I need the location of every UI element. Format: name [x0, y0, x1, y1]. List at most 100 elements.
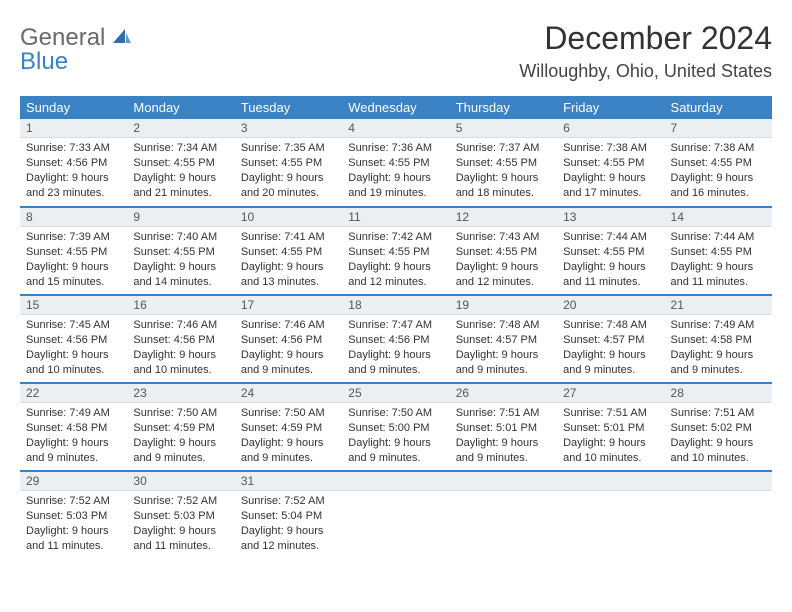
day-number: 16	[127, 296, 234, 315]
calendar-day-cell: 8Sunrise: 7:39 AMSunset: 4:55 PMDaylight…	[20, 207, 127, 295]
sunset-line: Sunset: 4:55 PM	[456, 245, 551, 260]
calendar-day-cell	[450, 471, 557, 559]
daylight-line: Daylight: 9 hours and 9 minutes.	[348, 348, 443, 378]
sunrise-line: Sunrise: 7:39 AM	[26, 230, 121, 245]
calendar-day-cell: 27Sunrise: 7:51 AMSunset: 5:01 PMDayligh…	[557, 383, 664, 471]
calendar-day-cell: 7Sunrise: 7:38 AMSunset: 4:55 PMDaylight…	[665, 119, 772, 207]
sunset-line: Sunset: 4:56 PM	[241, 333, 336, 348]
header: General Blue December 2024 Willoughby, O…	[20, 20, 772, 82]
daylight-line: Daylight: 9 hours and 21 minutes.	[133, 171, 228, 201]
sunset-line: Sunset: 4:55 PM	[348, 245, 443, 260]
calendar-week-row: 8Sunrise: 7:39 AMSunset: 4:55 PMDaylight…	[20, 207, 772, 295]
sunset-line: Sunset: 4:59 PM	[241, 421, 336, 436]
day-info: Sunrise: 7:38 AMSunset: 4:55 PMDaylight:…	[665, 138, 772, 204]
calendar-day-cell: 3Sunrise: 7:35 AMSunset: 4:55 PMDaylight…	[235, 119, 342, 207]
calendar-day-cell: 6Sunrise: 7:38 AMSunset: 4:55 PMDaylight…	[557, 119, 664, 207]
sunrise-line: Sunrise: 7:41 AM	[241, 230, 336, 245]
sunset-line: Sunset: 4:55 PM	[671, 245, 766, 260]
day-number: 28	[665, 384, 772, 403]
logo-text-general: General	[20, 24, 105, 51]
day-info: Sunrise: 7:48 AMSunset: 4:57 PMDaylight:…	[450, 315, 557, 381]
page-title: December 2024	[519, 20, 772, 57]
daylight-line: Daylight: 9 hours and 17 minutes.	[563, 171, 658, 201]
calendar-day-cell: 19Sunrise: 7:48 AMSunset: 4:57 PMDayligh…	[450, 295, 557, 383]
day-number: 7	[665, 119, 772, 138]
calendar-day-cell: 26Sunrise: 7:51 AMSunset: 5:01 PMDayligh…	[450, 383, 557, 471]
day-number: 19	[450, 296, 557, 315]
day-info: Sunrise: 7:39 AMSunset: 4:55 PMDaylight:…	[20, 227, 127, 293]
daylight-line: Daylight: 9 hours and 12 minutes.	[456, 260, 551, 290]
day-info: Sunrise: 7:52 AMSunset: 5:04 PMDaylight:…	[235, 491, 342, 557]
day-info: Sunrise: 7:52 AMSunset: 5:03 PMDaylight:…	[127, 491, 234, 557]
calendar-day-cell: 4Sunrise: 7:36 AMSunset: 4:55 PMDaylight…	[342, 119, 449, 207]
sunset-line: Sunset: 4:55 PM	[133, 156, 228, 171]
daylight-line: Daylight: 9 hours and 14 minutes.	[133, 260, 228, 290]
day-number: 21	[665, 296, 772, 315]
sunset-line: Sunset: 4:55 PM	[456, 156, 551, 171]
sunset-line: Sunset: 4:55 PM	[563, 156, 658, 171]
sunrise-line: Sunrise: 7:38 AM	[671, 141, 766, 156]
sunset-line: Sunset: 4:55 PM	[671, 156, 766, 171]
daylight-line: Daylight: 9 hours and 12 minutes.	[348, 260, 443, 290]
calendar-day-cell: 24Sunrise: 7:50 AMSunset: 4:59 PMDayligh…	[235, 383, 342, 471]
sunset-line: Sunset: 5:04 PM	[241, 509, 336, 524]
day-number	[665, 472, 772, 491]
day-number	[557, 472, 664, 491]
daylight-line: Daylight: 9 hours and 11 minutes.	[563, 260, 658, 290]
calendar-day-cell: 9Sunrise: 7:40 AMSunset: 4:55 PMDaylight…	[127, 207, 234, 295]
day-number: 30	[127, 472, 234, 491]
calendar-day-cell: 13Sunrise: 7:44 AMSunset: 4:55 PMDayligh…	[557, 207, 664, 295]
sunrise-line: Sunrise: 7:52 AM	[133, 494, 228, 509]
weekday-thursday: Thursday	[450, 96, 557, 119]
day-number: 22	[20, 384, 127, 403]
calendar-week-row: 1Sunrise: 7:33 AMSunset: 4:56 PMDaylight…	[20, 119, 772, 207]
day-number: 1	[20, 119, 127, 138]
calendar-day-cell: 14Sunrise: 7:44 AMSunset: 4:55 PMDayligh…	[665, 207, 772, 295]
sunset-line: Sunset: 5:02 PM	[671, 421, 766, 436]
logo-text-blue: Blue	[20, 48, 68, 75]
calendar-week-row: 22Sunrise: 7:49 AMSunset: 4:58 PMDayligh…	[20, 383, 772, 471]
day-info: Sunrise: 7:42 AMSunset: 4:55 PMDaylight:…	[342, 227, 449, 293]
sunset-line: Sunset: 4:55 PM	[563, 245, 658, 260]
sunrise-line: Sunrise: 7:38 AM	[563, 141, 658, 156]
day-info: Sunrise: 7:47 AMSunset: 4:56 PMDaylight:…	[342, 315, 449, 381]
daylight-line: Daylight: 9 hours and 15 minutes.	[26, 260, 121, 290]
day-number: 5	[450, 119, 557, 138]
calendar-day-cell: 15Sunrise: 7:45 AMSunset: 4:56 PMDayligh…	[20, 295, 127, 383]
weekday-sunday: Sunday	[20, 96, 127, 119]
day-info: Sunrise: 7:38 AMSunset: 4:55 PMDaylight:…	[557, 138, 664, 204]
day-number	[342, 472, 449, 491]
day-number: 3	[235, 119, 342, 138]
sunset-line: Sunset: 4:56 PM	[26, 333, 121, 348]
sunrise-line: Sunrise: 7:50 AM	[241, 406, 336, 421]
calendar-day-cell: 11Sunrise: 7:42 AMSunset: 4:55 PMDayligh…	[342, 207, 449, 295]
calendar-table: Sunday Monday Tuesday Wednesday Thursday…	[20, 96, 772, 559]
sunrise-line: Sunrise: 7:52 AM	[26, 494, 121, 509]
sunrise-line: Sunrise: 7:50 AM	[133, 406, 228, 421]
calendar-day-cell: 20Sunrise: 7:48 AMSunset: 4:57 PMDayligh…	[557, 295, 664, 383]
daylight-line: Daylight: 9 hours and 9 minutes.	[241, 348, 336, 378]
sunrise-line: Sunrise: 7:36 AM	[348, 141, 443, 156]
day-number: 4	[342, 119, 449, 138]
day-info: Sunrise: 7:40 AMSunset: 4:55 PMDaylight:…	[127, 227, 234, 293]
calendar-week-row: 29Sunrise: 7:52 AMSunset: 5:03 PMDayligh…	[20, 471, 772, 559]
sunrise-line: Sunrise: 7:51 AM	[456, 406, 551, 421]
sunrise-line: Sunrise: 7:42 AM	[348, 230, 443, 245]
daylight-line: Daylight: 9 hours and 10 minutes.	[563, 436, 658, 466]
weekday-monday: Monday	[127, 96, 234, 119]
day-number: 31	[235, 472, 342, 491]
day-info: Sunrise: 7:52 AMSunset: 5:03 PMDaylight:…	[20, 491, 127, 557]
calendar-day-cell: 29Sunrise: 7:52 AMSunset: 5:03 PMDayligh…	[20, 471, 127, 559]
sunset-line: Sunset: 4:55 PM	[348, 156, 443, 171]
day-number	[450, 472, 557, 491]
sunrise-line: Sunrise: 7:48 AM	[456, 318, 551, 333]
daylight-line: Daylight: 9 hours and 9 minutes.	[133, 436, 228, 466]
daylight-line: Daylight: 9 hours and 23 minutes.	[26, 171, 121, 201]
sunrise-line: Sunrise: 7:51 AM	[671, 406, 766, 421]
daylight-line: Daylight: 9 hours and 16 minutes.	[671, 171, 766, 201]
calendar-day-cell: 18Sunrise: 7:47 AMSunset: 4:56 PMDayligh…	[342, 295, 449, 383]
day-info: Sunrise: 7:48 AMSunset: 4:57 PMDaylight:…	[557, 315, 664, 381]
calendar-day-cell	[557, 471, 664, 559]
daylight-line: Daylight: 9 hours and 9 minutes.	[456, 348, 551, 378]
day-number: 12	[450, 208, 557, 227]
